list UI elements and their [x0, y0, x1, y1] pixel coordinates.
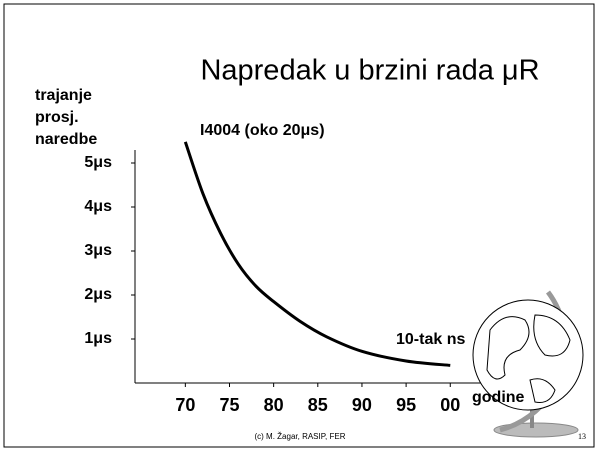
page: {"chart_data": {"type": "line", "title":…: [0, 0, 599, 452]
x-tick-label: 00: [440, 395, 460, 415]
y-tick-label: 1μs: [84, 330, 112, 347]
x-tick-label: 70: [175, 395, 195, 415]
y-tick-label: 5μs: [84, 154, 112, 171]
annotation: I4004 (oko 20μs): [200, 122, 325, 139]
slide: Napredak u brzini rada μR trajanje prosj…: [0, 0, 599, 452]
annotation: 10-tak ns: [396, 331, 465, 348]
y-axis-label: trajanje: [35, 87, 92, 104]
y-axis-label: naredbe: [35, 131, 97, 148]
y-axis-label: prosj.: [35, 109, 79, 126]
footer: (c) M. Žagar, RASIP, FER: [255, 432, 346, 441]
x-tick-label: 75: [219, 395, 239, 415]
y-tick-label: 3μs: [84, 242, 112, 259]
x-tick-label: 85: [308, 395, 328, 415]
page-number: 13: [578, 432, 586, 441]
x-axis-label: godine: [472, 389, 525, 406]
y-tick-label: 2μs: [84, 286, 112, 303]
x-tick-label: 95: [396, 395, 416, 415]
x-tick-label: 80: [264, 395, 284, 415]
chart-title: Napredak u brzini rada μR: [200, 55, 539, 87]
y-tick-label: 4μs: [84, 198, 112, 215]
x-tick-label: 90: [352, 395, 372, 415]
